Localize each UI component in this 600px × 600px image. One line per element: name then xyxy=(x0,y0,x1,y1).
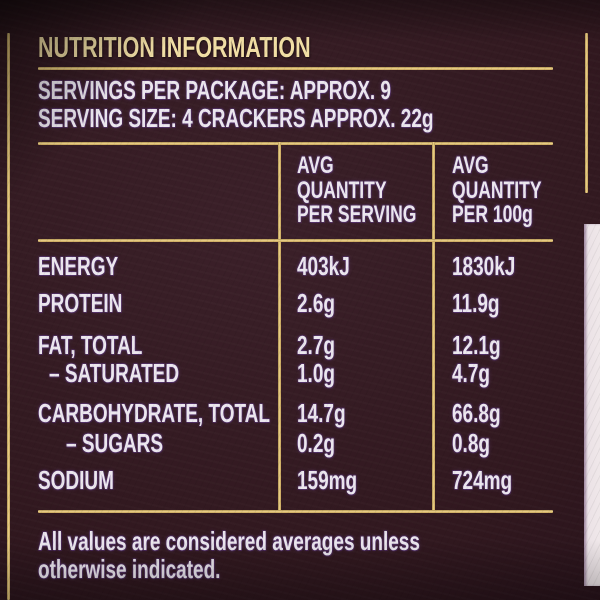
row-label: FAT, TOTAL xyxy=(38,330,143,360)
column-header-per-100g: AVG QUANTITY PER 100g xyxy=(452,152,575,228)
row-value-per-100g: 724mg xyxy=(452,465,513,495)
row-value-per-100g: 11.9g xyxy=(452,288,500,318)
row-value-per-serving: 2.7g xyxy=(297,330,335,360)
table-top-rule xyxy=(38,142,553,145)
footnote: All values are considered averages unles… xyxy=(38,526,561,582)
row-value-per-serving: 159mg xyxy=(297,465,358,495)
header-avg: AVG xyxy=(297,152,334,179)
row-label: ENERGY xyxy=(38,251,119,281)
serving-info: SERVINGS PER PACKAGE: APPROX. 9 SERVING … xyxy=(38,75,580,133)
panel-right-rule xyxy=(585,33,588,193)
footnote-line-1: All values are considered averages unles… xyxy=(38,526,420,556)
row-label: PROTEIN xyxy=(38,288,123,318)
header-quantity: QUANTITY xyxy=(297,176,387,204)
row-value-per-serving: 2.6g xyxy=(297,288,335,318)
header-per-100g: PER 100g xyxy=(452,201,533,228)
header-per-serving: PER SERVING xyxy=(297,201,417,228)
servings-per-package: SERVINGS PER PACKAGE: APPROX. 9 xyxy=(38,75,391,105)
row-value-per-100g: 66.8g xyxy=(452,398,501,428)
row-value-per-100g: 1830kJ xyxy=(452,251,516,281)
title-underline xyxy=(38,67,553,70)
column-header-per-serving: AVG QUANTITY PER SERVING xyxy=(297,152,461,228)
row-value-per-100g: 0.8g xyxy=(452,428,490,458)
panel-left-rule xyxy=(7,33,10,600)
row-value-per-100g: 12.1g xyxy=(452,330,501,360)
header-avg: AVG xyxy=(452,152,489,179)
footnote-line-2: otherwise indicated. xyxy=(38,554,221,584)
panel-title-text: NUTRITION INFORMATION xyxy=(38,32,311,64)
row-value-per-serving: 0.2g xyxy=(297,428,335,458)
row-value-per-serving: 1.0g xyxy=(297,358,335,388)
row-value-per-100g: 4.7g xyxy=(452,358,490,388)
row-value-per-serving: 403kJ xyxy=(297,251,350,281)
row-value-per-serving: 14.7g xyxy=(297,398,346,428)
row-label: – SATURATED xyxy=(49,358,180,388)
package-edge-strip xyxy=(584,224,600,586)
row-label: – SUGARS xyxy=(66,428,164,458)
row-label: CARBOHYDRATE, TOTAL xyxy=(38,398,270,428)
header-bottom-rule xyxy=(38,239,553,242)
row-label: SODIUM xyxy=(38,465,114,495)
table-bottom-rule xyxy=(38,510,553,513)
serving-size: SERVING SIZE: 4 CRACKERS APPROX. 22g xyxy=(38,102,434,133)
column-divider-1 xyxy=(278,142,281,513)
header-quantity: QUANTITY xyxy=(452,176,542,204)
panel-title: NUTRITION INFORMATION xyxy=(38,32,406,65)
